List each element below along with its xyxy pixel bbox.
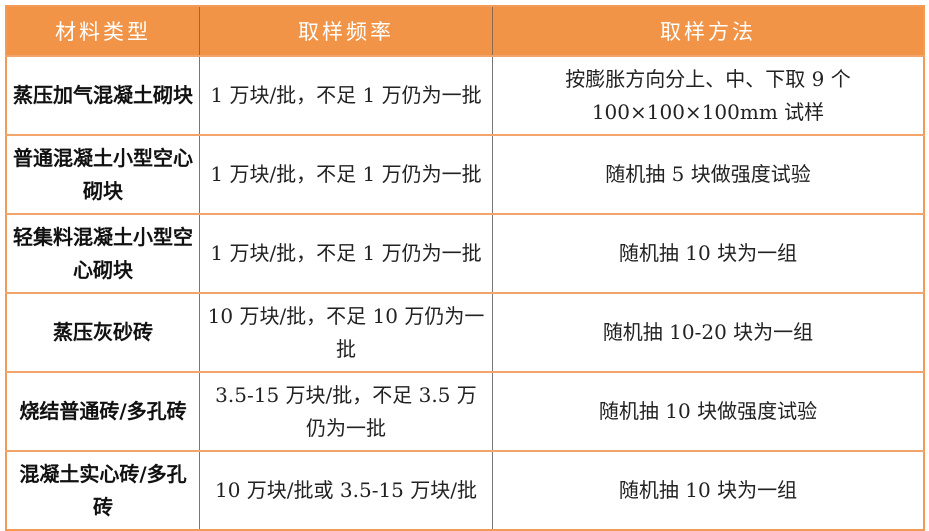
cell-method: 随机抽 10 块为一组 bbox=[492, 450, 924, 530]
cell-material: 烧结普通砖/多孔砖 bbox=[6, 371, 200, 451]
cell-method: 随机抽 10 块为一组 bbox=[492, 213, 924, 293]
header-material: 材料类型 bbox=[6, 6, 200, 56]
cell-material: 蒸压加气混凝土砌块 bbox=[6, 55, 200, 135]
table-row: 蒸压加气混凝土砌块 1 万块/批，不足 1 万仍为一批 按膨胀方向分上、中、下取 9… bbox=[6, 55, 924, 135]
cell-frequency: 10 万块/批或 3.5-15 万块/批 bbox=[199, 450, 493, 530]
header-frequency: 取样频率 bbox=[199, 6, 493, 56]
cell-method: 随机抽 10-20 块为一组 bbox=[492, 292, 924, 372]
cell-frequency: 10 万块/批，不足 10 万仍为一批 bbox=[199, 292, 493, 372]
header-method: 取样方法 bbox=[492, 6, 924, 56]
table-row: 烧结普通砖/多孔砖 3.5-15 万块/批，不足 3.5 万仍为一批 随机抽 10 … bbox=[6, 371, 924, 451]
table-row: 轻集料混凝土小型空心砌块 1 万块/批，不足 1 万仍为一批 随机抽 10 块为一组 bbox=[6, 213, 924, 293]
cell-material: 混凝土实心砖/多孔砖 bbox=[6, 450, 200, 530]
table-row: 蒸压灰砂砖 10 万块/批，不足 10 万仍为一批 随机抽 10-20 块为一组 bbox=[6, 292, 924, 372]
header-row: 材料类型 取样频率 取样方法 bbox=[6, 6, 924, 56]
table-row: 混凝土实心砖/多孔砖 10 万块/批或 3.5-15 万块/批 随机抽 10 块为一… bbox=[6, 450, 924, 530]
sampling-table: 材料类型 取样频率 取样方法 蒸压加气混凝土砌块 1 万块/批，不足 1 万仍为一… bbox=[5, 5, 925, 531]
cell-material: 轻集料混凝土小型空心砌块 bbox=[6, 213, 200, 293]
cell-frequency: 1 万块/批，不足 1 万仍为一批 bbox=[199, 213, 493, 293]
cell-method: 按膨胀方向分上、中、下取 9 个 100×100×100mm 试样 bbox=[492, 55, 924, 135]
cell-material: 蒸压灰砂砖 bbox=[6, 292, 200, 372]
cell-method: 随机抽 10 块做强度试验 bbox=[492, 371, 924, 451]
cell-frequency: 3.5-15 万块/批，不足 3.5 万仍为一批 bbox=[199, 371, 493, 451]
table-row: 普通混凝土小型空心砌块 1 万块/批，不足 1 万仍为一批 随机抽 5 块做强度试验 bbox=[6, 134, 924, 214]
cell-frequency: 1 万块/批，不足 1 万仍为一批 bbox=[199, 134, 493, 214]
cell-method: 随机抽 5 块做强度试验 bbox=[492, 134, 924, 214]
cell-material: 普通混凝土小型空心砌块 bbox=[6, 134, 200, 214]
cell-frequency: 1 万块/批，不足 1 万仍为一批 bbox=[199, 55, 493, 135]
